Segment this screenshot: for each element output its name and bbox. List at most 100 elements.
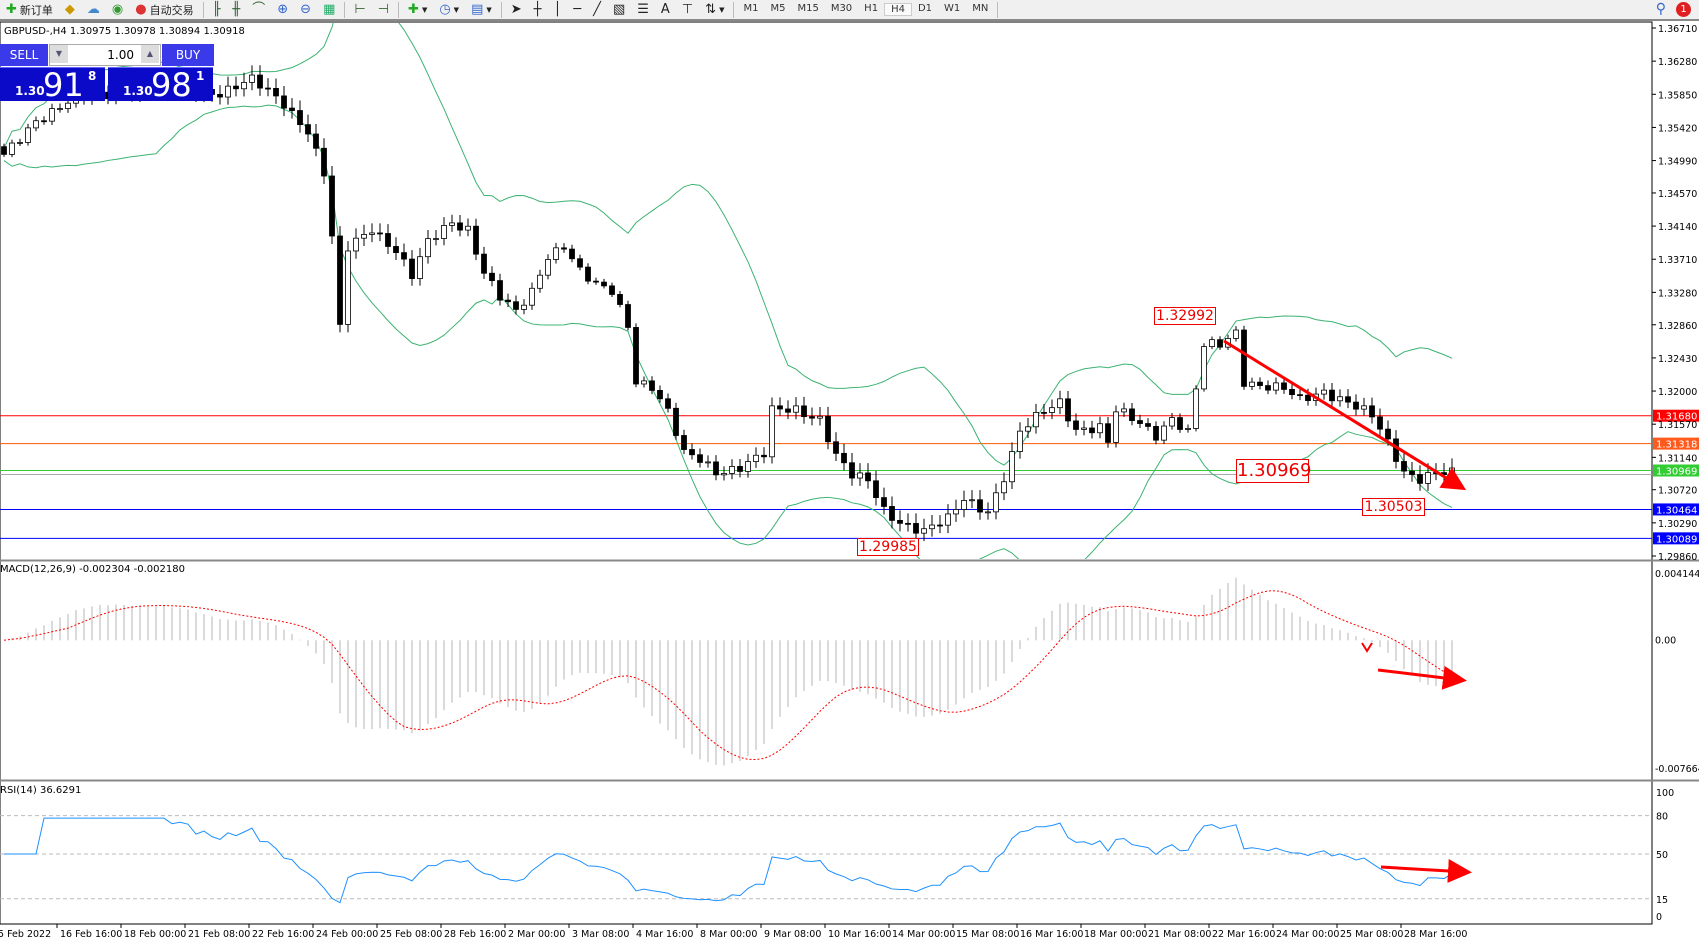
axes: 1.31680 1.31318 1.30969 1.30464 1.30089 1.367… xyxy=(0,24,1699,940)
candle-bear xyxy=(1,146,7,155)
candle-bull xyxy=(769,405,775,458)
downtrend-arrow xyxy=(1223,339,1467,491)
candle-bear xyxy=(1217,339,1223,348)
candle-bear xyxy=(297,110,303,126)
symbol-info: GBPUSD-,H4 1.30975 1.30978 1.30894 1.309… xyxy=(4,26,245,37)
market-icon: ☁ xyxy=(86,2,100,17)
text-button[interactable]: A xyxy=(655,0,676,20)
timeframe-m1[interactable]: M1 xyxy=(743,3,759,14)
auto-trade-button[interactable]: ● 自动交易 xyxy=(129,0,199,20)
indicators-button[interactable]: ✚ ▼ xyxy=(408,2,428,17)
price-line-label: 1.30969 xyxy=(1656,467,1697,478)
navigator-button[interactable]: ◆ xyxy=(59,0,81,20)
price-tick-label: 1.35420 xyxy=(1658,123,1697,134)
candle-bear xyxy=(321,147,327,177)
autoscroll-icon: ⊢ xyxy=(354,2,366,17)
chart-shift-icon: ⊣ xyxy=(377,2,390,17)
candle-bear xyxy=(1073,420,1079,430)
timeframe-w1[interactable]: W1 xyxy=(944,3,961,14)
candle-bear xyxy=(617,294,623,305)
candle-bull xyxy=(1185,428,1191,430)
high-price-label[interactable]: 1.32992 xyxy=(1154,307,1216,325)
candle-bull xyxy=(433,238,439,240)
candle-bull xyxy=(1449,467,1455,475)
main-pane-border xyxy=(0,21,1653,561)
candle-bear xyxy=(977,499,983,513)
sell-price-prefix: 1.30 xyxy=(15,84,45,98)
auto-trade-icon: ● xyxy=(135,2,147,17)
templates-button[interactable]: ▤ ▼ xyxy=(471,2,492,17)
timeframe-d1[interactable]: D1 xyxy=(917,3,933,14)
horizontal-line-button[interactable]: ─ xyxy=(567,0,587,20)
market-watch-button[interactable]: ☁ xyxy=(81,0,106,20)
bar-chart-button[interactable]: ╟ xyxy=(207,0,227,20)
fibo-fan-button[interactable]: ☰ xyxy=(631,0,655,20)
vertical-line-button[interactable]: │ xyxy=(547,0,567,20)
navigator-icon: ◆ xyxy=(64,2,75,17)
candle-chart-icon: ╫ xyxy=(232,2,241,17)
cursor-button[interactable]: ➤ xyxy=(505,0,528,20)
low-price-label-left[interactable]: 1.29985 xyxy=(857,538,919,556)
time-label: 28 Mar 16:00 xyxy=(1404,929,1467,940)
chart-shift-button[interactable]: ⊣ xyxy=(372,0,395,20)
rsi-title: RSI(14) 36.6291 xyxy=(0,785,82,796)
lot-increase-button[interactable]: ▲ xyxy=(141,45,159,63)
signals-button[interactable]: ◉ xyxy=(106,0,129,20)
price-tick-label: 1.31140 xyxy=(1658,453,1697,464)
candle-bear xyxy=(273,87,279,97)
low-price-label-right[interactable]: 1.30503 xyxy=(1362,498,1425,516)
candle-bull xyxy=(1249,381,1255,387)
price-tick-label: 1.34140 xyxy=(1658,222,1697,233)
candle-bear xyxy=(1401,461,1407,472)
search-icon[interactable]: ⚲ xyxy=(1655,1,1666,17)
buy-button[interactable]: BUY xyxy=(162,44,214,66)
candle-chart-button[interactable]: ╫ xyxy=(226,0,246,20)
fibo-icon: ▧ xyxy=(612,2,626,17)
line-chart-button[interactable]: ⌒ xyxy=(246,0,271,20)
price-tick-label: 1.32000 xyxy=(1658,387,1697,398)
buy-price[interactable]: 1.30 98 1 xyxy=(108,66,213,104)
candle-bear xyxy=(41,120,47,123)
lot-decrease-button[interactable]: ▼ xyxy=(50,45,68,63)
lot-input[interactable]: 1.00 xyxy=(49,44,161,66)
price-tick-label: 1.30290 xyxy=(1658,519,1697,530)
arrows-button[interactable]: ⇅ ▼ xyxy=(705,2,725,17)
timeframe-m15[interactable]: M15 xyxy=(797,3,819,14)
toolbar: ✚ 新订单 ◆ ☁ ◉ ● 自动交易 ╟ ╫ ⌒ ⊕ ⊖ ▦ ⊢ ⊣ ✚ ▼ ◷ ▼ ▤… xyxy=(0,0,1699,21)
sell-price[interactable]: 1.30 91 8 xyxy=(0,66,105,104)
candle-bear xyxy=(681,435,687,450)
zoom-in-button[interactable]: ⊕ xyxy=(271,0,294,20)
fibo-button[interactable]: ▧ xyxy=(607,0,631,20)
rsi-pane xyxy=(0,815,1652,904)
periods-button[interactable]: ◷ ▼ xyxy=(439,2,460,17)
timeframe-h4[interactable]: H4 xyxy=(884,3,912,16)
new-order-button[interactable]: ✚ 新订单 xyxy=(0,0,59,20)
candle-bull xyxy=(1337,396,1343,402)
sell-button[interactable]: SELL xyxy=(0,44,48,66)
crosshair-button[interactable]: ┼ xyxy=(528,0,548,20)
time-label: 9 Mar 08:00 xyxy=(764,929,821,940)
price-pane xyxy=(0,23,1652,559)
candle-bear xyxy=(1329,389,1335,402)
timeframe-m30[interactable]: M30 xyxy=(830,3,853,14)
candle-bull xyxy=(921,528,927,534)
candle-bull xyxy=(241,81,247,90)
candle-bear xyxy=(1305,394,1311,401)
timeframe-m5[interactable]: M5 xyxy=(770,3,786,14)
candle-bull xyxy=(1057,398,1063,409)
timeframe-h1[interactable]: H1 xyxy=(864,3,879,14)
candle-bull xyxy=(721,473,727,476)
candle-bear xyxy=(1393,438,1399,462)
price-line-label: 1.30464 xyxy=(1656,505,1697,516)
timeframe-mn[interactable]: MN xyxy=(972,3,989,14)
tile-windows-button[interactable]: ▦ xyxy=(317,0,341,20)
notification-badge[interactable]: 1 xyxy=(1676,1,1691,17)
candle-bull xyxy=(1161,425,1167,441)
text-label-button[interactable]: ⊤ xyxy=(676,0,699,20)
autoscroll-button[interactable]: ⊢ xyxy=(348,0,371,20)
trendline-button[interactable]: ╱ xyxy=(587,0,607,20)
zoom-out-button[interactable]: ⊖ xyxy=(294,0,317,20)
mid-price-label[interactable]: 1.30969 xyxy=(1236,459,1312,483)
vertical-line-icon: │ xyxy=(553,2,562,17)
